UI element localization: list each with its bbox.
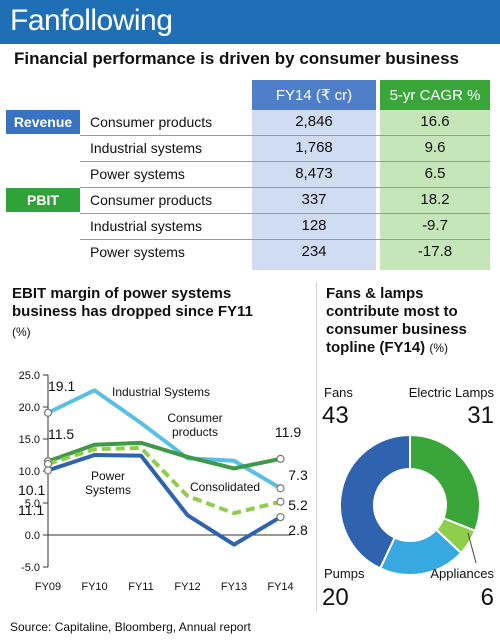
x-tick-label: FY13 [221,581,247,593]
y-tick-label: 15.0 [19,434,40,446]
series-line [47,453,282,547]
slice-value-fans: 43 [322,402,349,429]
end-value-power: 2.8 [288,522,308,538]
table-title: Financial performance is driven by consu… [14,49,459,68]
cagr-value: 18.2 [420,191,450,208]
start-value-consumer: 11.5 [48,426,74,442]
end-value-industrial: 7.3 [288,467,308,483]
revenue-badge: Revenue [6,110,80,134]
end-value-consumer: 11.9 [275,424,301,440]
x-tick-label: FY12 [174,581,200,593]
series-line [47,445,281,516]
segment-label: Consumer products [90,114,213,130]
donut-chart-unit: (%) [429,341,449,355]
series-label-consumer-1: Consumer [167,411,222,425]
column-header-fy14: FY14 (₹ cr) [252,80,376,110]
cagr-column-fill [380,110,490,270]
series-line [47,440,281,471]
cagr-value: -9.7 [422,217,448,234]
donut-title-line4: topline (FY14) [326,339,426,356]
data-point [276,512,285,522]
table-row: Power systems 234 -17.8 [80,240,490,266]
donut-title-line3: consumer business [326,321,467,338]
donut-chart-title: Fans & lamps contribute most to consumer… [326,285,467,357]
segment-label: Power systems [90,244,185,260]
appliances-leader-line [467,532,477,564]
y-tick-label: 5.0 [25,498,40,510]
fy14-value: 1,768 [295,139,333,156]
series-label-consolidated: Consolidated [190,480,260,494]
segment-label: Industrial systems [90,140,203,156]
fy14-value: 337 [301,191,327,208]
y-tick-label: 20.0 [19,402,40,414]
line-chart: 25.0 20.0 15.0 10.0 5.0 0.0 -5.0 FY09 FY10 FY11 FY… [18,370,308,593]
line-chart-title: EBIT margin of power systems business ha… [12,285,253,321]
line-chart-unit: (%) [12,325,31,339]
series-label-industrial: Industrial Systems [112,385,210,399]
slice-label-fans: Fans [324,385,353,400]
donut-slice-fans [339,433,411,570]
page-title: Fanfollowing [10,4,173,37]
cagr-value: 16.6 [420,113,450,130]
cagr-value: 6.5 [424,165,446,182]
start-value-industrial: 19.1 [48,378,75,394]
table-row: Consumer products 337 18.2 [80,188,490,214]
header-banner: Fanfollowing [0,0,500,44]
table-row: Industrial systems 128 -9.7 [80,214,490,240]
donut-slice-electric-lamps [409,433,481,533]
section-divider [316,282,317,612]
x-tick-label: FY11 [128,581,153,593]
source-note: Source: Capitaline, Bloomberg, Annual re… [10,620,251,634]
table-row: Consumer products 2,846 16.6 [80,110,490,136]
x-tick-label: FY10 [81,581,107,593]
y-tick-label: 25.0 [19,370,40,382]
y-tick-label: 0.0 [25,530,40,542]
line-chart-title-line1: EBIT margin of power systems [12,285,232,302]
segment-label: Power systems [90,166,185,182]
segment-label: Industrial systems [90,218,203,234]
segment-label: Consumer products [90,192,213,208]
data-point [276,484,285,493]
donut-title-line2: contribute most to [326,303,458,320]
fy14-value: 8,473 [295,165,333,182]
cagr-value: 9.6 [424,139,446,156]
y-tick-label: -5.0 [21,562,40,574]
slice-label-appliances: Appliances [430,566,494,581]
data-point [276,497,285,506]
fy14-value: 234 [301,243,327,260]
table-row: Power systems 8,473 6.5 [80,162,490,188]
cagr-value: -17.8 [417,243,453,260]
data-point [43,408,53,417]
fy14-value: 128 [301,217,327,234]
fy14-column-fill [252,110,376,270]
series-label-power-1: Power [91,469,125,483]
series-label-consumer-2: products [172,425,218,439]
donut-title-line1: Fans & lamps [326,285,424,302]
table-row: Industrial systems 1,768 9.6 [80,136,490,162]
x-tick-label: FY09 [35,581,61,593]
donut-chart: Fans 43 Electric Lamps 31 Pumps 20 Appliances 6 [322,385,495,611]
y-tick-label: 10.0 [19,466,40,478]
data-point [43,466,53,475]
slice-label-pumps: Pumps [324,566,365,581]
data-point [276,454,285,463]
column-header-cagr: 5-yr CAGR % [380,80,490,110]
slice-value-electric-lamps: 31 [467,402,494,429]
line-chart-title-line2: business has dropped since FY11 [12,303,253,320]
start-value-consolidated: 11.1 [18,502,44,518]
start-value-power: 10.1 [18,482,45,498]
slice-label-electric-lamps: Electric Lamps [409,385,495,400]
series-label-power-2: Systems [85,483,131,497]
slice-value-pumps: 20 [322,584,349,611]
fy14-value: 2,846 [295,113,333,130]
slice-value-appliances: 6 [481,584,494,611]
end-value-consolidated: 5.2 [288,497,308,513]
x-tick-label: FY14 [267,581,293,593]
pbit-badge: PBIT [6,188,80,212]
